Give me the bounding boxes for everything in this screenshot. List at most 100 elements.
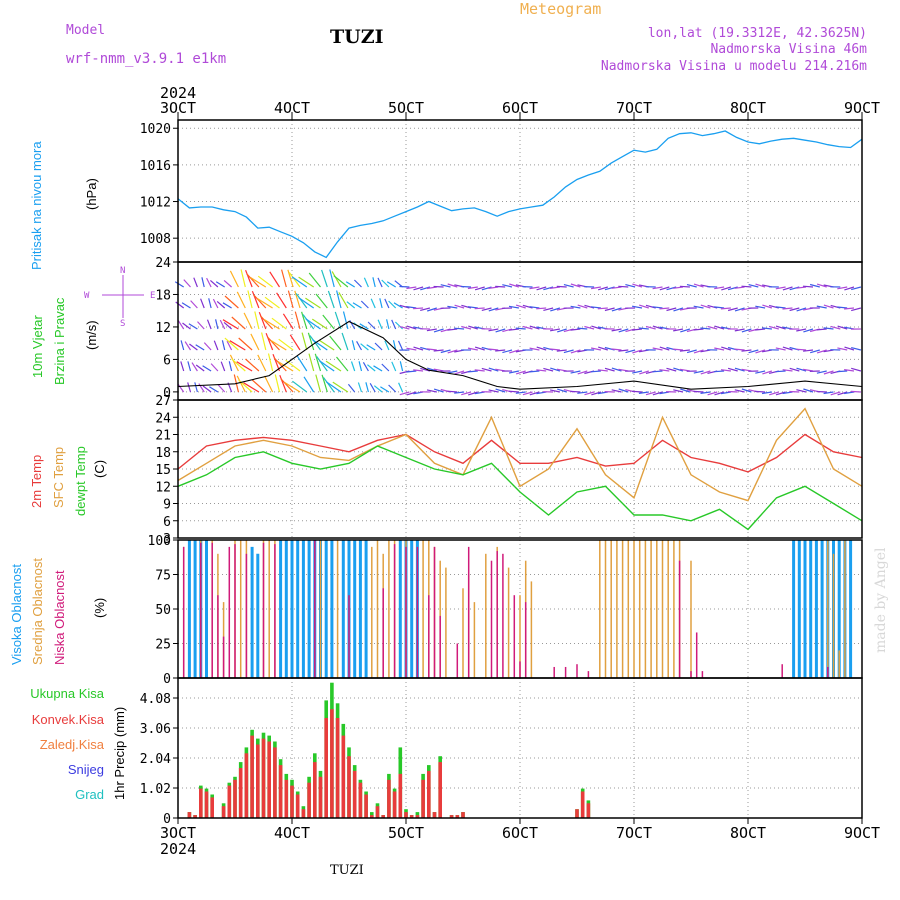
wind-vector: [618, 388, 629, 393]
wind-vector: [796, 328, 807, 332]
wind-vector: [447, 305, 458, 309]
convective-precip-bar: [375, 806, 380, 818]
wind-vector: [515, 391, 526, 394]
wind-vector: [529, 286, 540, 290]
wind-vector: [386, 319, 390, 330]
wind-vector: [618, 285, 629, 288]
wind-vector: [549, 286, 560, 289]
y-tick-label: 27: [155, 394, 171, 409]
convective-precip-bar: [358, 782, 363, 818]
wind-vector: [379, 298, 383, 309]
wind-vector: [360, 343, 369, 351]
wind-vector: [194, 382, 198, 393]
wind-vector: [329, 269, 335, 288]
wind-vector: [294, 290, 301, 309]
wind-vector: [440, 284, 451, 288]
wind-speed-line: [177, 320, 863, 390]
wind-vector: [278, 338, 294, 351]
wind-vector: [223, 321, 232, 330]
wind-vector: [264, 375, 274, 393]
wind-vector: [652, 306, 663, 309]
wind-vector: [802, 285, 814, 288]
wind-vector: [360, 300, 369, 309]
wind-vector: [263, 318, 280, 330]
wind-vector: [597, 369, 608, 372]
wind-vector: [720, 391, 731, 395]
wind-vector: [314, 353, 322, 372]
low-cloud-ylabel: Niska Oblacnost: [52, 570, 67, 665]
pressure-unit: (hPa): [84, 178, 99, 210]
wind-vector: [467, 370, 478, 373]
wind-ylabel2: Brzina i Pravac: [52, 297, 67, 385]
wind-vector: [298, 297, 315, 309]
wind-vector: [782, 369, 793, 372]
wind-vector: [577, 304, 588, 309]
wind-vector: [693, 305, 704, 309]
wind-vector: [182, 322, 191, 330]
y-tick-label: 18: [155, 446, 171, 461]
wind-vector: [557, 328, 567, 333]
wind-vector: [366, 344, 376, 351]
wind-vector: [226, 340, 233, 351]
wind-vector: [289, 334, 301, 351]
wind-vector: [345, 281, 356, 288]
convective-precip-bar: [392, 791, 397, 818]
wind-vector: [351, 340, 356, 351]
wind-vector: [294, 311, 301, 330]
convective-precip-bar: [210, 797, 214, 818]
wind-vector: [426, 348, 437, 351]
wind-vector: [741, 349, 752, 352]
wind-vector: [352, 302, 362, 309]
wind-vector: [301, 311, 308, 330]
wind-vector: [720, 307, 731, 310]
convective-precip-bar: [461, 812, 465, 818]
legend-freezing-rain: Zaledj.Kisa: [40, 737, 105, 752]
wind-vector: [183, 279, 191, 288]
wind-vector: [508, 328, 519, 331]
wind-vector: [803, 349, 814, 352]
wind-vector: [305, 297, 321, 309]
wind-vector: [191, 362, 198, 372]
wind-vector: [318, 339, 335, 351]
wind-vector: [632, 283, 643, 288]
wind-vector: [210, 363, 219, 372]
wind-vector: [782, 391, 793, 395]
wind-vector: [215, 281, 226, 288]
convective-precip-bar: [250, 735, 254, 818]
wind-vector: [336, 290, 342, 309]
y-tick-label: 2.04: [140, 752, 171, 767]
wind-vector: [549, 389, 561, 393]
wind-vector: [323, 377, 335, 393]
legend-hail: Grad: [75, 787, 104, 802]
y-tick-label: 1020: [140, 122, 171, 137]
wind-vector: [315, 374, 322, 393]
wind-vector: [273, 357, 287, 372]
wind-vector: [590, 306, 601, 309]
wind-vector: [851, 286, 862, 291]
wind-vector: [279, 374, 287, 393]
wind-vector: [809, 283, 820, 288]
wind-vector: [258, 311, 267, 330]
wind-vector: [631, 328, 643, 331]
convective-precip-bar: [301, 809, 306, 818]
wind-vector: [515, 370, 526, 375]
wind-vector: [433, 349, 444, 352]
wind-vector: [370, 298, 376, 309]
wind-vector: [508, 305, 520, 309]
wind-vector: [413, 369, 424, 372]
convective-precip-bar: [290, 785, 294, 818]
year-top: 2024: [160, 84, 196, 102]
y-tick-label: 6: [163, 353, 171, 368]
wind-vector: [700, 304, 711, 309]
wind-vector: [652, 286, 663, 290]
wind-vector: [291, 276, 308, 288]
wind-vector: [768, 325, 779, 330]
wind-vector: [399, 326, 410, 330]
x-tick-label-top: 5OCT: [388, 99, 424, 117]
wind-vector: [652, 370, 663, 373]
convective-precip-bar: [278, 765, 283, 818]
wind-vector: [659, 346, 670, 351]
wind-vector: [515, 304, 526, 309]
wind-vector: [755, 349, 766, 354]
y-tick-label: 1012: [140, 196, 171, 211]
